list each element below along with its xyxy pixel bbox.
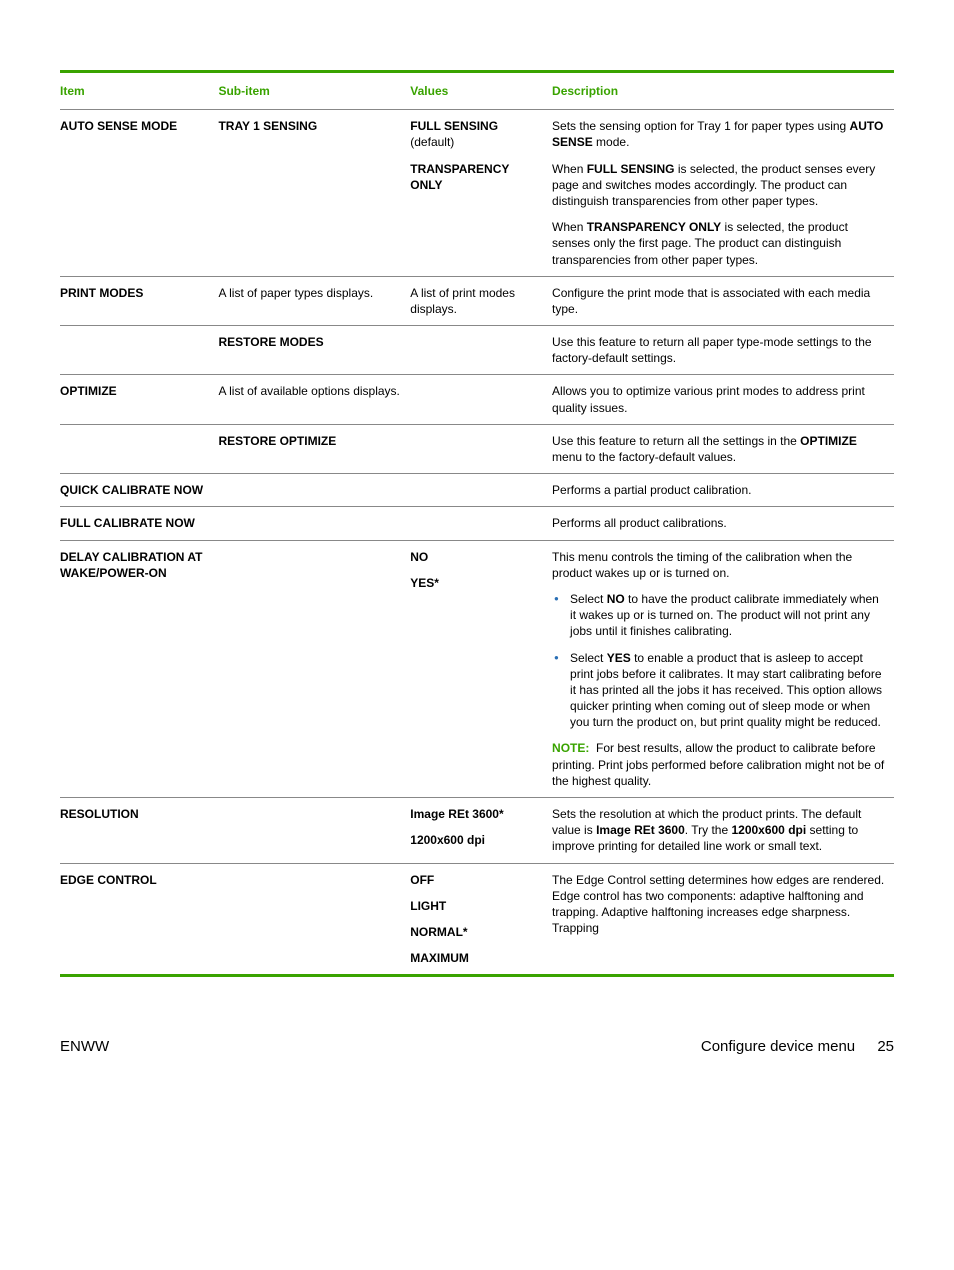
row-resolution: RESOLUTION Image REt 3600* 1200x600 dpi … [60,798,894,864]
footer-left: ENWW [60,1037,109,1057]
cell-values [410,507,552,540]
cell-values [410,474,552,507]
value-full-sensing-default: (default) [410,135,454,149]
cell-description: Use this feature to return all the setti… [552,424,894,473]
value-light: LIGHT [410,898,544,914]
cell-item [60,326,218,375]
row-quick-calibrate: QUICK CALIBRATE NOW Performs a partial p… [60,474,894,507]
cell-sub-item [218,540,410,797]
row-edge-control: EDGE CONTROL OFF LIGHT NORMAL* MAXIMUM T… [60,863,894,974]
col-header-item: Item [60,73,218,110]
cell-sub-item: TRAY 1 SENSING [218,110,410,277]
cell-item: AUTO SENSE MODE [60,110,218,277]
bullet-list: Select NO to have the product calibrate … [552,591,886,731]
bullet-item: Select NO to have the product calibrate … [552,591,886,640]
cell-item: EDGE CONTROL [60,863,218,974]
cell-values [410,375,552,424]
cell-description: The Edge Control setting determines how … [552,863,894,974]
cell-sub-item [218,474,410,507]
bullet-item: Select YES to enable a product that is a… [552,650,886,731]
cell-values: Image REt 3600* 1200x600 dpi [410,798,552,864]
cell-sub-item: RESTORE OPTIMIZE [218,424,410,473]
page-footer: ENWW Configure device menu 25 [60,1037,894,1057]
cell-item: OPTIMIZE [60,375,218,424]
cell-values: FULL SENSING (default) TRANSPARENCY ONLY [410,110,552,277]
note-label: NOTE: [552,741,589,755]
cell-item: RESOLUTION [60,798,218,864]
cell-sub-item: RESTORE MODES [218,326,410,375]
page-number: 25 [877,1038,894,1055]
col-header-description: Description [552,73,894,110]
footer-right: Configure device menu 25 [701,1037,894,1057]
cell-item: FULL CALIBRATE NOW [60,507,218,540]
cell-item: PRINT MODES [60,276,218,325]
footer-section-title: Configure device menu [701,1038,855,1055]
cell-item: DELAY CALIBRATION AT WAKE/POWER-ON [60,540,218,797]
cell-description: Performs all product calibrations. [552,507,894,540]
desc-para: When FULL SENSING is selected, the produ… [552,161,886,210]
value-1200x600: 1200x600 dpi [410,832,544,848]
value-yes: YES* [410,575,544,591]
desc-para: This menu controls the timing of the cal… [552,549,886,581]
row-optimize-restore: RESTORE OPTIMIZE Use this feature to ret… [60,424,894,473]
cell-values: OFF LIGHT NORMAL* MAXIMUM [410,863,552,974]
cell-description: Sets the resolution at which the product… [552,798,894,864]
note: NOTE: For best results, allow the produc… [552,740,886,789]
cell-values [410,326,552,375]
cell-item: QUICK CALIBRATE NOW [60,474,218,507]
cell-sub-item: A list of paper types displays. [218,276,410,325]
row-delay-calibration: DELAY CALIBRATION AT WAKE/POWER-ON NO YE… [60,540,894,797]
row-print-modes-restore: RESTORE MODES Use this feature to return… [60,326,894,375]
cell-description: Performs a partial product calibration. [552,474,894,507]
cell-description: Sets the sensing option for Tray 1 for p… [552,110,894,277]
value-no: NO [410,549,544,565]
cell-values: NO YES* [410,540,552,797]
cell-sub-item [218,863,410,974]
cell-description: This menu controls the timing of the cal… [552,540,894,797]
row-print-modes: PRINT MODES A list of paper types displa… [60,276,894,325]
cell-description: Use this feature to return all paper typ… [552,326,894,375]
row-auto-sense-mode: AUTO SENSE MODE TRAY 1 SENSING FULL SENS… [60,110,894,277]
row-optimize: OPTIMIZE A list of available options dis… [60,375,894,424]
value-image-ret: Image REt 3600* [410,806,544,822]
cell-sub-item [218,798,410,864]
value-off: OFF [410,872,544,888]
row-full-calibrate: FULL CALIBRATE NOW Performs all product … [60,507,894,540]
cell-description: Configure the print mode that is associa… [552,276,894,325]
cell-values [410,424,552,473]
cell-sub-item: A list of available options displays. [218,375,410,424]
desc-para: Sets the sensing option for Tray 1 for p… [552,118,886,150]
value-full-sensing: FULL SENSING [410,119,498,133]
note-text: For best results, allow the product to c… [552,741,884,787]
cell-item [60,424,218,473]
col-header-sub-item: Sub-item [218,73,410,110]
cell-values: A list of print modes displays. [410,276,552,325]
table-header-row: Item Sub-item Values Description [60,73,894,110]
value-maximum: MAXIMUM [410,950,544,966]
col-header-values: Values [410,73,552,110]
desc-para: When TRANSPARENCY ONLY is selected, the … [552,219,886,268]
value-normal: NORMAL* [410,924,544,940]
settings-table: Item Sub-item Values Description AUTO SE… [60,70,894,977]
cell-sub-item [218,507,410,540]
value-transparency-only: TRANSPARENCY ONLY [410,161,544,193]
cell-description: Allows you to optimize various print mod… [552,375,894,424]
